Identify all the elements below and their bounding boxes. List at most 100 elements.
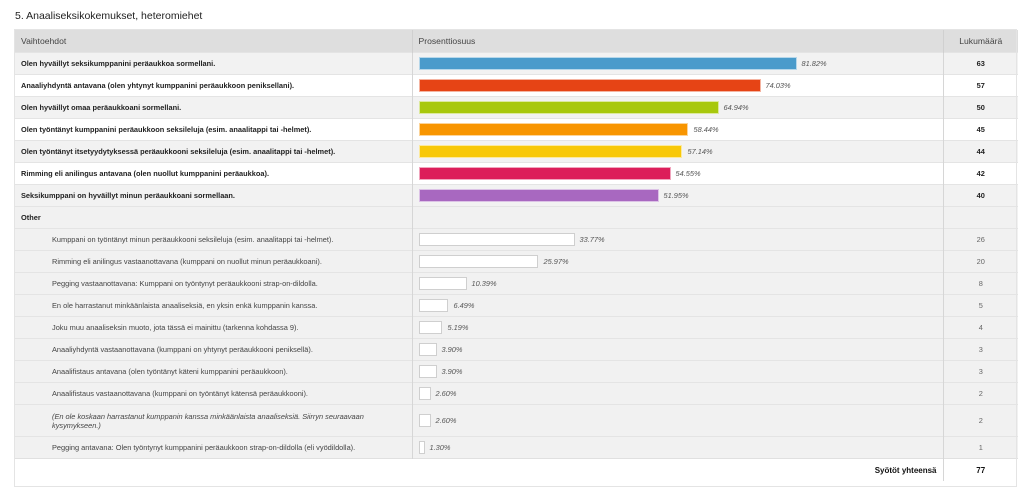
other-option-row: Joku muu anaaliseksin muoto, jota tässä … (15, 316, 1018, 339)
bar-wrapper: 51.95% (418, 189, 937, 203)
other-option-row: Anaalifistaus antavana (olen työntänyt k… (15, 360, 1018, 383)
count-value: 8 (943, 272, 1018, 295)
percent-label: 2.60% (435, 416, 457, 425)
percent-cell: 2.60% (412, 382, 944, 405)
bar (418, 57, 797, 70)
bar-wrapper: 58.44% (418, 123, 937, 137)
count-value: 45 (943, 118, 1018, 141)
bar-wrapper: 6.49% (418, 299, 937, 313)
percent-cell: 81.82% (412, 52, 944, 75)
bar-wrapper: 2.60% (418, 414, 937, 428)
percent-label: 3.90% (441, 367, 463, 376)
percent-label: 33.77% (579, 235, 605, 244)
option-label: Anaalifistaus antavana (olen työntänyt k… (15, 360, 413, 383)
percent-cell: 25.97% (412, 250, 944, 273)
percent-label: 3.90% (441, 345, 463, 354)
total-label: Syötöt yhteensä (15, 458, 944, 481)
percent-cell: 54.55% (412, 162, 944, 185)
option-row: Rimming eli anilingus antavana (olen nuo… (15, 162, 1018, 185)
option-label: Olen hyväillyt seksikumppanini peräaukko… (15, 52, 413, 75)
bar (418, 79, 761, 92)
other-group-label: Other (15, 206, 413, 229)
percent-cell: 3.90% (412, 360, 944, 383)
percent-label: 54.55% (675, 169, 701, 178)
percent-label: 25.97% (543, 257, 569, 266)
count-value: 20 (943, 250, 1018, 273)
option-label: Seksikumppani on hyväillyt minun peräauk… (15, 184, 413, 207)
bar-wrapper: 3.90% (418, 365, 937, 379)
bar (418, 123, 689, 136)
other-option-row: Pegging vastaanottavana: Kumppani on työ… (15, 272, 1018, 295)
option-label: Pegging vastaanottavana: Kumppani on työ… (15, 272, 413, 295)
empty-bar (418, 414, 431, 427)
bar-wrapper: 1.30% (418, 441, 937, 455)
option-label: Olen työntänyt itsetyydytyksessä peräauk… (15, 140, 413, 163)
percent-label: 57.14% (687, 147, 713, 156)
percent-label: 64.94% (723, 103, 749, 112)
percent-cell: 51.95% (412, 184, 944, 207)
bar-wrapper: 33.77% (418, 233, 937, 247)
bar-wrapper: 57.14% (418, 145, 937, 159)
other-group-row: Other (15, 206, 1018, 229)
count-value: 44 (943, 140, 1018, 163)
count-value: 50 (943, 96, 1018, 119)
bar (418, 189, 659, 202)
percent-label: 6.49% (453, 301, 475, 310)
percent-label: 58.44% (693, 125, 719, 134)
percent-cell: 5.19% (412, 316, 944, 339)
option-row: Olen työntänyt kumppanini peräaukkoon se… (15, 118, 1018, 141)
option-row: Olen hyväillyt omaa peräaukkoani sormell… (15, 96, 1018, 119)
other-option-row: Rimming eli anilingus vastaanottavana (k… (15, 250, 1018, 273)
count-value: 4 (943, 316, 1018, 339)
total-value: 77 (943, 458, 1018, 481)
percent-label: 10.39% (471, 279, 497, 288)
option-label: (En ole koskaan harrastanut kumppanin ka… (15, 404, 413, 437)
count-value: 26 (943, 228, 1018, 251)
empty-bar (418, 441, 425, 454)
percent-label: 81.82% (801, 59, 827, 68)
bar-wrapper: 54.55% (418, 167, 937, 181)
count-value: 40 (943, 184, 1018, 207)
option-label: Rimming eli anilingus vastaanottavana (k… (15, 250, 413, 273)
percent-cell: 2.60% (412, 404, 944, 437)
other-option-row: En ole harrastanut minkäänlaista anaalis… (15, 294, 1018, 317)
empty-cell (412, 206, 944, 229)
count-value: 1 (943, 436, 1018, 459)
bar-wrapper: 3.90% (418, 343, 937, 357)
option-label: Joku muu anaaliseksin muoto, jota tässä … (15, 316, 413, 339)
count-value: 2 (943, 382, 1018, 405)
results-table: Vaihtoehdot Prosenttiosuus Lukumäärä Ole… (15, 30, 1018, 481)
other-option-row: Kumppani on työntänyt minun peräaukkooni… (15, 228, 1018, 251)
empty-bar (418, 365, 437, 378)
option-label: Anaalifistaus vastaanottavana (kumppani … (15, 382, 413, 405)
bar-wrapper: 74.03% (418, 79, 937, 93)
option-label: Anaaliyhdyntä vastaanottavana (kumppani … (15, 338, 413, 361)
percent-label: 2.60% (435, 389, 457, 398)
bar-wrapper: 25.97% (418, 255, 937, 269)
percent-cell: 3.90% (412, 338, 944, 361)
option-label: Olen hyväillyt omaa peräaukkoani sormell… (15, 96, 413, 119)
count-value: 2 (943, 404, 1018, 437)
other-option-row: (En ole koskaan harrastanut kumppanin ka… (15, 404, 1018, 437)
bar (418, 101, 719, 114)
percent-cell: 57.14% (412, 140, 944, 163)
bar-wrapper: 2.60% (418, 387, 937, 401)
options-column-header: Vaihtoehdot (15, 30, 413, 53)
option-label: Anaaliyhdyntä antavana (olen yhtynyt kum… (15, 74, 413, 97)
empty-bar (418, 387, 431, 400)
total-row: Syötöt yhteensä 77 (15, 458, 1018, 481)
results-body: Olen hyväillyt seksikumppanini peräaukko… (15, 52, 1018, 481)
count-value: 3 (943, 360, 1018, 383)
percent-cell: 10.39% (412, 272, 944, 295)
bar-wrapper: 81.82% (418, 57, 937, 71)
other-option-row: Anaaliyhdyntä vastaanottavana (kumppani … (15, 338, 1018, 361)
bar (418, 167, 671, 180)
option-label: Olen työntänyt kumppanini peräaukkoon se… (15, 118, 413, 141)
header-row: Vaihtoehdot Prosenttiosuus Lukumäärä (15, 30, 1018, 53)
empty-bar (418, 321, 443, 334)
count-value: 42 (943, 162, 1018, 185)
percent-cell: 74.03% (412, 74, 944, 97)
percent-cell: 64.94% (412, 96, 944, 119)
option-label: Pegging antavana: Olen työntynyt kumppan… (15, 436, 413, 459)
percent-cell: 6.49% (412, 294, 944, 317)
